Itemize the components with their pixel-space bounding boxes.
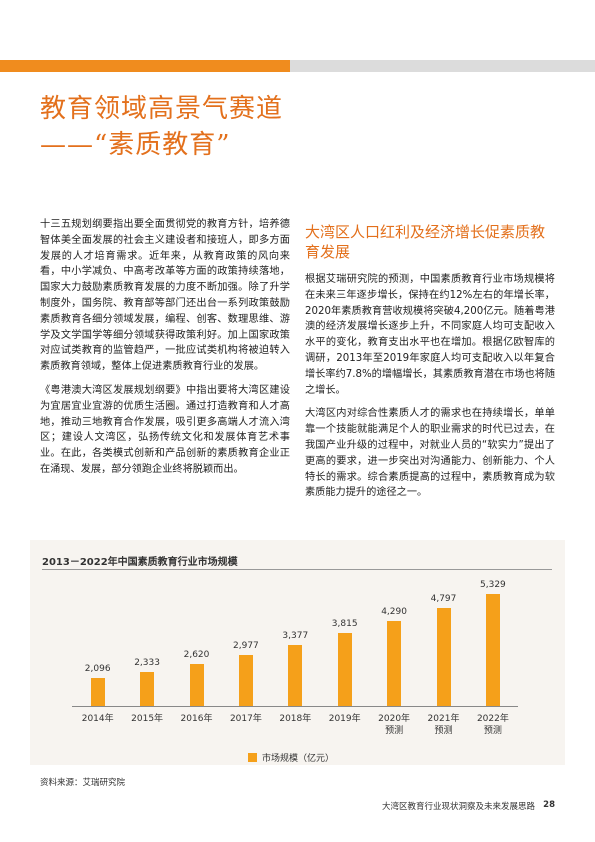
chart-rule (42, 569, 552, 570)
paragraph: 根据艾瑞研究院的预测，中国素质教育行业市场规模将在未来三年逐步增长，保持在约12… (305, 274, 556, 396)
value-label: 4,290 (381, 607, 407, 618)
bar (140, 671, 155, 706)
x-axis (72, 706, 518, 707)
left-column: 十三五规划纲要指出要全面贯彻党的教育方针，培养德智体美全面发展的社会主义建设者和… (40, 217, 290, 486)
top-bar-accent (0, 60, 290, 72)
chart-title: 2013－2022年中国素质教育行业市场规模 (42, 557, 238, 568)
x-tick-label: 2022年 预测 (476, 714, 509, 736)
source-note: 资料来源：艾瑞研究院 (40, 778, 126, 788)
value-label: 4,797 (430, 594, 457, 605)
bar (387, 621, 402, 706)
paragraph: 大湾区内对综合性素质人才的需求也在持续增长，单单靠一个技能就能满足个人的职业需求… (305, 408, 555, 499)
bar (288, 644, 303, 706)
x-tick-label: 2020年 预测 (378, 714, 411, 736)
x-tick-label: 2017年 (229, 714, 262, 724)
title-line: ——“素质教育” (40, 130, 231, 160)
title-line: 教育领域高景气赛道 (40, 94, 284, 124)
x-tick-label: 2021年 预测 (427, 714, 460, 736)
paragraph: 《粤港澳大湾区发展规划纲要》中指出要将大湾区建设为宜居宜业宜游的优质生活圈。通过… (40, 384, 290, 475)
section-heading: 大湾区人口红利及经济增长促素质教育发展 (305, 223, 546, 261)
bar (485, 594, 500, 706)
x-tick-label: 2015年 (131, 714, 164, 724)
bar (90, 677, 105, 706)
x-tick-label: 2016年 (180, 714, 213, 724)
value-label: 5,329 (480, 580, 506, 591)
footer-text: 大湾区教育行业现状洞察及未来发展思路 (381, 802, 535, 812)
right-column: 大湾区人口红利及经济增长促素质教育发展 根据艾瑞研究院的预测，中国素质教育行业市… (305, 222, 555, 509)
paragraph: 十三五规划纲要指出要全面贯彻党的教育方针，培养德智体美全面发展的社会主义建设者和… (40, 219, 290, 373)
legend-label: 市场规模（亿元） (262, 754, 335, 764)
bar (238, 654, 253, 706)
bar (337, 633, 352, 706)
bar (436, 608, 451, 706)
value-label: 2,977 (233, 640, 259, 651)
legend-swatch (248, 753, 257, 762)
value-label: 2,333 (134, 657, 160, 668)
x-tick-label: 2018年 (279, 714, 312, 724)
value-label: 2,096 (84, 663, 111, 674)
x-tick-label: 2014年 (81, 714, 114, 724)
bar (189, 664, 204, 706)
value-label: 3,815 (331, 619, 358, 630)
page-number: 28 (543, 800, 555, 810)
x-tick-label: 2019年 (328, 714, 361, 724)
value-label: 2,620 (183, 650, 210, 661)
value-label: 3,377 (282, 630, 309, 641)
